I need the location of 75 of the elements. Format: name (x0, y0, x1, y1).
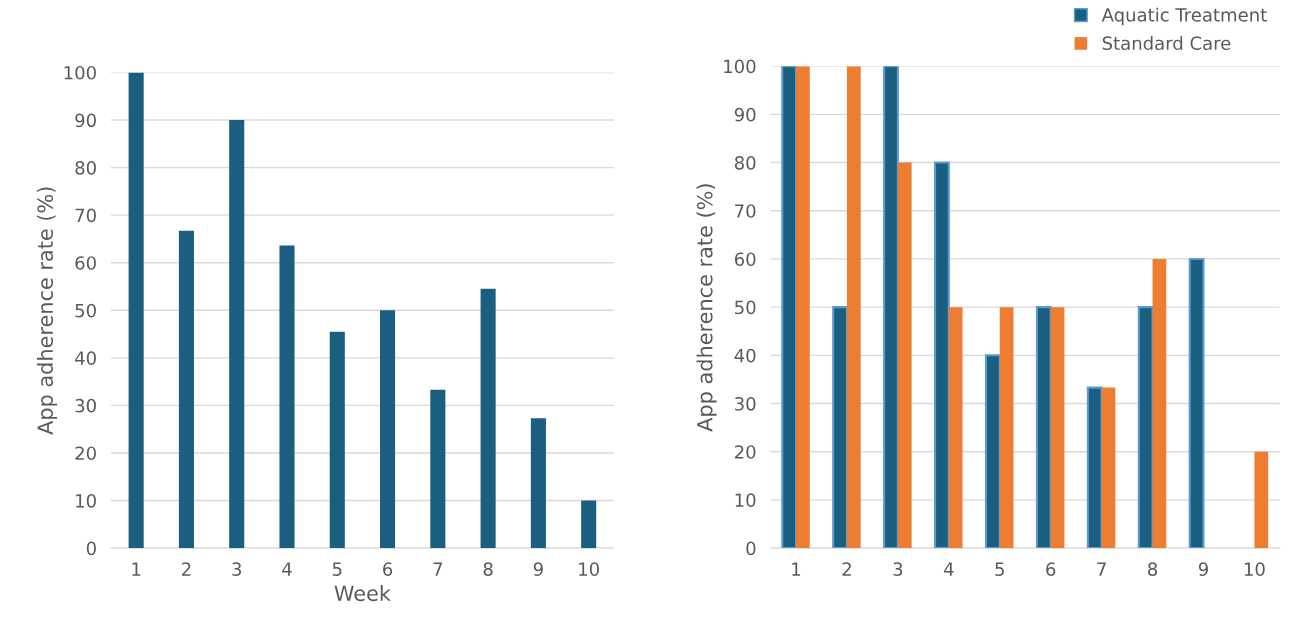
x-tick-label: 5 (995, 562, 1004, 576)
y-tick-label: 30 (75, 398, 96, 413)
bar (178, 230, 194, 549)
x-tick-label: 4 (282, 562, 292, 576)
x-tick-label: 8 (483, 562, 493, 576)
bar (796, 66, 810, 549)
y-tick-label: 50 (75, 303, 96, 318)
y-axis-title: App adherence rate (%) (36, 187, 58, 435)
y-tick-label: 90 (75, 113, 96, 128)
y-tick-label: 100 (724, 59, 756, 74)
bar (1254, 451, 1269, 549)
x-tick-label: 9 (1198, 562, 1208, 576)
x-tick-label: 7 (1097, 562, 1106, 576)
y-tick-label: 60 (75, 256, 96, 270)
y-tick-label: 80 (734, 156, 756, 170)
x-tick-label: 5 (332, 562, 342, 576)
bar (1035, 306, 1052, 549)
x-tick-label: 4 (943, 562, 954, 576)
y-tick-label: 20 (75, 446, 96, 461)
bar (1086, 386, 1103, 549)
y-tick-label: 10 (735, 493, 756, 508)
x-tick-label: 1 (132, 562, 141, 576)
bar (128, 72, 144, 549)
bar (948, 307, 963, 549)
x-tick-label: 8 (1148, 562, 1158, 576)
y-tick-label: 0 (86, 541, 96, 556)
bar (581, 500, 597, 549)
x-tick-label: 1 (792, 562, 801, 576)
x-tick-label: 6 (383, 562, 393, 576)
bar (883, 66, 899, 549)
bar (1137, 306, 1154, 549)
bar (530, 418, 546, 549)
y-tick-label: 50 (735, 300, 756, 315)
bar (229, 120, 245, 549)
x-tick-label: 2 (842, 562, 851, 576)
y-tick-label: 0 (746, 541, 756, 556)
y-tick-label: 20 (735, 445, 756, 459)
y-tick-label: 10 (76, 493, 96, 508)
x-tick-label: 10 (579, 562, 599, 576)
y-tick-label: 100 (64, 65, 96, 80)
y-tick-label: 70 (75, 208, 96, 223)
legend-label: Aquatic Treatment (1101, 7, 1267, 26)
x-tick-label: 7 (433, 562, 443, 576)
y-tick-label: 70 (735, 204, 756, 218)
bar (999, 307, 1014, 549)
bar (832, 306, 848, 549)
y-axis-title: App adherence rate (%) (696, 184, 717, 432)
y-tick-label: 90 (734, 107, 756, 122)
bar (781, 66, 798, 549)
x-tick-label: 3 (232, 562, 242, 576)
x-tick-label: 3 (893, 562, 903, 576)
y-tick-label: 40 (734, 348, 756, 363)
x-tick-label: 2 (182, 562, 191, 576)
legend-label: Standard Care (1102, 36, 1231, 51)
y-tick-label: 40 (75, 351, 96, 365)
bar (430, 389, 446, 549)
bar (897, 162, 912, 549)
x-tick-label: 6 (1046, 562, 1056, 576)
y-tick-label: 30 (735, 396, 756, 411)
bar (1050, 307, 1065, 549)
bar (1152, 258, 1167, 549)
bar (984, 354, 1001, 549)
bar (480, 288, 496, 549)
bar (279, 245, 295, 549)
x-axis-title: Week (334, 585, 391, 602)
y-tick-label: 60 (734, 252, 756, 267)
bar (380, 310, 396, 549)
x-tick-label: 10 (1244, 562, 1265, 576)
y-tick-label: 80 (75, 161, 96, 175)
bar (1188, 257, 1205, 549)
bar (1101, 387, 1116, 549)
bar (934, 161, 950, 549)
bar (329, 331, 345, 549)
bar (846, 66, 861, 549)
x-tick-label: 9 (533, 562, 543, 576)
